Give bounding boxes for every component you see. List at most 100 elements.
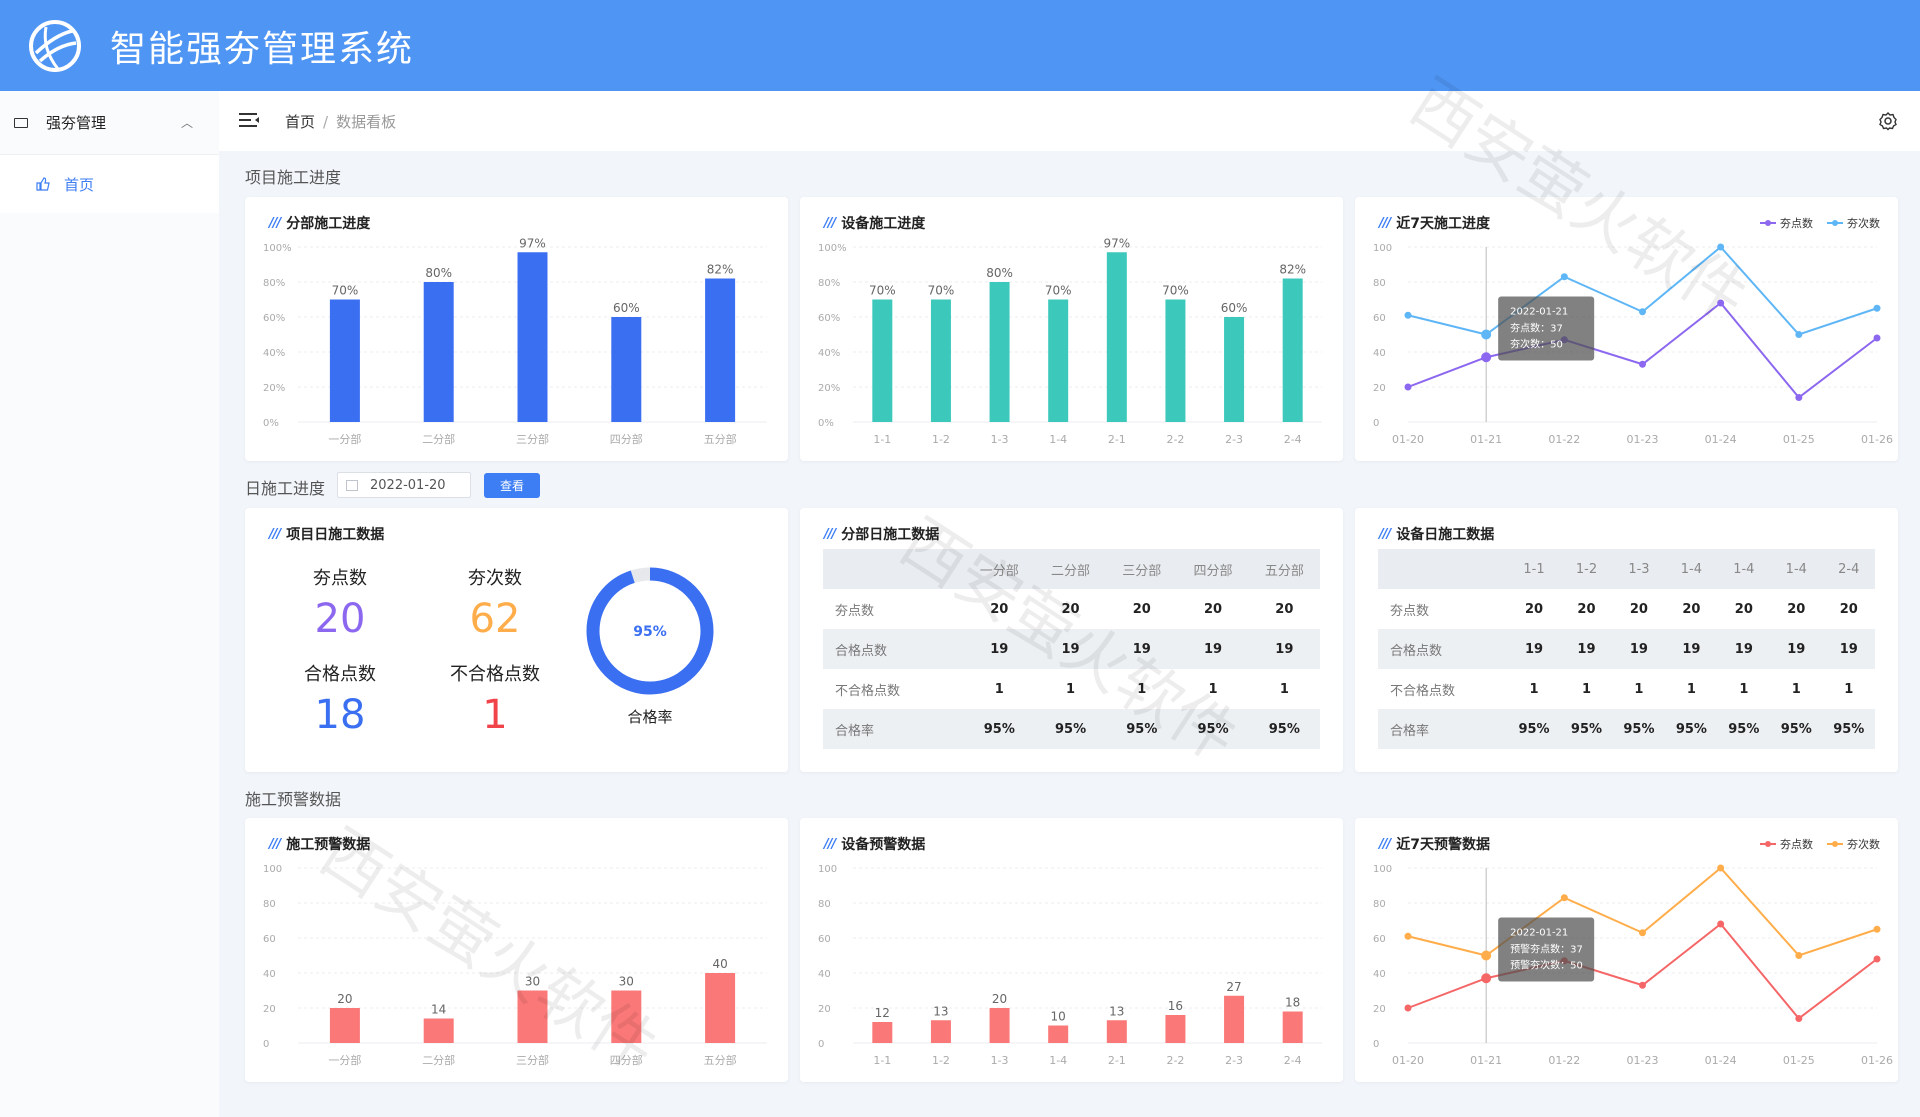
chart-legend: 夯点数 夯次数: [1746, 836, 1880, 852]
series-point: [1404, 311, 1412, 319]
y-tick-label: 20%: [263, 383, 285, 394]
x-tick-label: 五分部: [704, 432, 737, 446]
y-tick-label: 20: [1373, 1004, 1386, 1015]
view-button[interactable]: 查看: [484, 473, 540, 498]
x-tick-label: 01-21: [1470, 433, 1502, 446]
table-cell: 20: [1734, 601, 1753, 617]
x-tick-label: 1-3: [991, 1054, 1009, 1067]
table-header-cell: 1-4: [1717, 549, 1771, 589]
legend-item-points[interactable]: 夯点数: [1760, 215, 1813, 231]
card-title: 近7天预警数据: [1396, 837, 1490, 853]
bar-value-label: 10: [1051, 1010, 1066, 1024]
legend-item-points[interactable]: 夯点数: [1760, 836, 1813, 852]
y-tick-label: 80: [1373, 278, 1386, 289]
title-slash-icon: ///: [1379, 215, 1391, 231]
x-tick-label: 1-1: [873, 433, 891, 446]
x-tick-label: 1-4: [1049, 433, 1067, 446]
bar: [705, 278, 736, 422]
table-cell: 20: [1629, 601, 1648, 617]
table-row: 合格点数 19 19 19 19 19 19 19: [1378, 629, 1875, 669]
bar: [1165, 299, 1186, 422]
x-tick-label: 01-25: [1783, 1054, 1815, 1067]
x-tick-label: 2-1: [1108, 1054, 1126, 1067]
dept-daily-table: 一分部 二分部 三分部 四分部 五分部 夯点数 20 20 20 20 20 合格点数 19 19 19 19…: [823, 549, 1320, 749]
table-header-cell: 2-4: [1822, 549, 1875, 589]
series-point: [1639, 308, 1646, 316]
y-tick-label: 60: [818, 934, 831, 945]
card-project-daily: /// 项目日施工数据 夯点数 20 夯次数 62 合格点数 18 不合格点数 1…: [245, 508, 788, 772]
table-cell: 95%: [1822, 709, 1875, 749]
title-slash-icon: ///: [824, 836, 836, 852]
bar-value-label: 82%: [707, 263, 734, 277]
stat-label: 不合格点数: [450, 664, 540, 685]
table-cell: 20: [1577, 601, 1596, 617]
bar-value-label: 27: [1226, 980, 1241, 994]
breadcrumb-home[interactable]: 首页: [285, 112, 316, 131]
table-row-label: 合格点数: [823, 629, 964, 669]
gear-icon[interactable]: [1878, 111, 1898, 131]
legend-item-times[interactable]: 夯次数: [1827, 215, 1880, 231]
tooltip: 2022-01-21 预警夯点数：37 预警夯次数：50: [1498, 917, 1595, 982]
y-tick-label: 80%: [263, 278, 285, 289]
table-cell: 19: [1248, 629, 1320, 669]
card-title: 设备预警数据: [841, 837, 926, 853]
bar-value-label: 80%: [986, 266, 1013, 280]
series-point: [1795, 952, 1803, 959]
series-point: [1717, 920, 1725, 928]
x-tick-label: 四分部: [610, 1053, 643, 1067]
sidebar-group-toggle[interactable]: 强夯管理 ︿: [0, 91, 219, 155]
y-tick-label: 0%: [818, 418, 834, 429]
series-point: [1560, 273, 1568, 281]
table-cell: 1: [1791, 681, 1801, 697]
series-point: [1404, 383, 1412, 391]
table-cell: 19: [963, 629, 1035, 669]
series-point: [1873, 925, 1881, 933]
table-cell: 95%: [1177, 709, 1249, 749]
bar-value-label: 70%: [928, 284, 955, 298]
table-row-label: 合格率: [823, 709, 964, 749]
table-header-cell: 一分部: [963, 549, 1035, 589]
y-tick-label: 0: [1373, 1039, 1379, 1050]
x-tick-label: 二分部: [422, 1053, 455, 1067]
bar-value-label: 97%: [519, 236, 546, 250]
bar: [1224, 317, 1245, 422]
bar-value-label: 70%: [1045, 284, 1072, 298]
series-point: [1639, 981, 1646, 989]
tooltip: 2022-01-21 夯点数：37 夯次数：50: [1498, 296, 1595, 361]
series-point: [1795, 394, 1803, 401]
table-cell: 19: [1665, 629, 1718, 669]
y-tick-label: 80%: [818, 278, 840, 289]
title-slash-icon: ///: [824, 215, 836, 231]
sidebar-item-home[interactable]: 首页: [0, 155, 219, 213]
table-row: 合格率 95% 95% 95% 95% 95% 95% 95%: [1378, 709, 1875, 749]
stat-label: 合格点数: [304, 664, 376, 685]
date-picker-input[interactable]: 2022-01-20: [337, 472, 471, 498]
bar-value-label: 60%: [613, 301, 640, 315]
bar: [989, 1008, 1010, 1043]
construction-warning-chart: 0 20 40 60 80 100 20 一分部 14 二分部 30 三分部 30 四分部 40 五分部: [263, 864, 767, 1067]
table-cell: 1: [1529, 681, 1539, 697]
table-cell: 95%: [1560, 709, 1613, 749]
stat-pass: 合格点数 18: [280, 660, 400, 738]
bar-value-label: 80%: [425, 266, 452, 280]
y-tick-label: 20: [1373, 383, 1386, 394]
series-point: [1404, 932, 1412, 940]
y-tick-label: 80: [263, 899, 276, 910]
bar-value-label: 14: [431, 1003, 446, 1017]
bar: [1165, 1015, 1186, 1043]
tooltip-line: 预警夯点数：37: [1510, 943, 1583, 956]
tooltip-title: 2022-01-21: [1510, 307, 1568, 318]
series-point: [1873, 334, 1881, 342]
x-tick-label: 1-4: [1049, 1054, 1067, 1067]
legend-item-times[interactable]: 夯次数: [1827, 836, 1880, 852]
menu-fold-icon[interactable]: [239, 112, 261, 130]
pass-rate-label: 合格率: [627, 708, 673, 726]
series-line: [1407, 866, 1878, 957]
bar-value-label: 12: [875, 1006, 890, 1020]
y-tick-label: 60%: [263, 313, 285, 324]
table-cell: 20: [1787, 601, 1806, 617]
y-tick-label: 20: [818, 1004, 831, 1015]
x-tick-label: 一分部: [328, 432, 361, 446]
title-slash-icon: ///: [1379, 526, 1391, 542]
bar: [930, 1020, 951, 1043]
